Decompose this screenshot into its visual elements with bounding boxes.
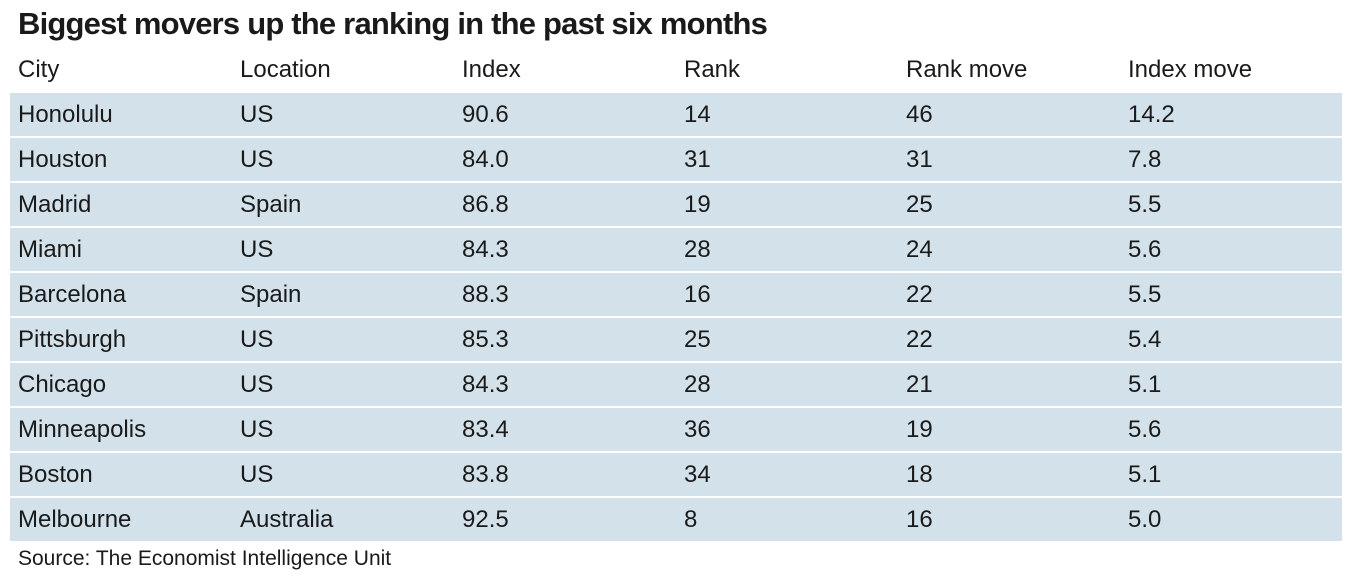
cell-index-move: 5.5 [1120,182,1342,228]
cell-index: 84.3 [454,227,676,273]
cell-rank-move: 21 [898,362,1120,408]
table-row: Minneapolis US 83.4 36 19 5.6 [10,407,1342,453]
cell-rank: 25 [676,317,898,363]
cell-index: 85.3 [454,317,676,363]
cell-city: Melbourne [10,497,232,543]
column-header-index: Index [454,46,676,93]
cell-index-move: 5.5 [1120,272,1342,318]
cell-index: 84.0 [454,137,676,183]
cell-location: US [232,227,454,273]
cell-rank: 36 [676,407,898,453]
data-table: City Location Index Rank Rank move Index… [10,46,1342,543]
table-row: Pittsburgh US 85.3 25 22 5.4 [10,317,1342,363]
cell-location: Spain [232,182,454,228]
cell-index-move: 5.6 [1120,227,1342,273]
table-row: Barcelona Spain 88.3 16 22 5.5 [10,272,1342,318]
table-body: Honolulu US 90.6 14 46 14.2 Houston US 84.0 31 31 7… [10,93,1342,543]
cell-rank: 19 [676,182,898,228]
column-header-rank-move: Rank move [898,46,1120,93]
cell-city: Madrid [10,182,232,228]
cell-location: US [232,317,454,363]
cell-city: Honolulu [10,93,232,138]
column-header-city: City [10,46,232,93]
cell-rank: 31 [676,137,898,183]
cell-location: Australia [232,497,454,543]
column-header-index-move: Index move [1120,46,1342,93]
cell-index: 90.6 [454,93,676,138]
cell-city: Barcelona [10,272,232,318]
cell-rank-move: 24 [898,227,1120,273]
chart-title: Biggest movers up the ranking in the pas… [18,6,768,41]
cell-index-move: 5.1 [1120,452,1342,498]
cell-rank: 28 [676,227,898,273]
cell-rank: 16 [676,272,898,318]
cell-rank-move: 25 [898,182,1120,228]
cell-location: US [232,137,454,183]
cell-index-move: 14.2 [1120,93,1342,138]
cell-rank-move: 22 [898,272,1120,318]
cell-rank-move: 18 [898,452,1120,498]
cell-index-move: 7.8 [1120,137,1342,183]
table-row: Honolulu US 90.6 14 46 14.2 [10,93,1342,138]
cell-location: Spain [232,272,454,318]
cell-rank-move: 16 [898,497,1120,543]
cell-index-move: 5.6 [1120,407,1342,453]
cell-location: US [232,452,454,498]
cell-index-move: 5.4 [1120,317,1342,363]
cell-index: 92.5 [454,497,676,543]
cell-city: Minneapolis [10,407,232,453]
column-header-rank: Rank [676,46,898,93]
cell-index: 88.3 [454,272,676,318]
header-row: City Location Index Rank Rank move Index… [10,46,1342,93]
cell-location: US [232,362,454,408]
table-row: Madrid Spain 86.8 19 25 5.5 [10,182,1342,228]
cell-location: US [232,407,454,453]
cell-index-move: 5.1 [1120,362,1342,408]
cell-rank-move: 22 [898,317,1120,363]
table-row: Chicago US 84.3 28 21 5.1 [10,362,1342,408]
cell-rank-move: 19 [898,407,1120,453]
cell-rank: 28 [676,362,898,408]
cell-rank: 34 [676,452,898,498]
cell-city: Miami [10,227,232,273]
cell-location: US [232,93,454,138]
cell-index: 86.8 [454,182,676,228]
source-note: Source: The Economist Intelligence Unit [18,547,392,570]
cell-rank: 8 [676,497,898,543]
cell-rank-move: 46 [898,93,1120,138]
cell-rank: 14 [676,93,898,138]
column-header-location: Location [232,46,454,93]
table-row: Miami US 84.3 28 24 5.6 [10,227,1342,273]
cell-city: Houston [10,137,232,183]
cell-rank-move: 31 [898,137,1120,183]
cell-city: Boston [10,452,232,498]
table-row: Boston US 83.8 34 18 5.1 [10,452,1342,498]
table-row: Melbourne Australia 92.5 8 16 5.0 [10,497,1342,543]
cell-city: Pittsburgh [10,317,232,363]
table-row: Houston US 84.0 31 31 7.8 [10,137,1342,183]
cell-city: Chicago [10,362,232,408]
cell-index: 83.4 [454,407,676,453]
cell-index-move: 5.0 [1120,497,1342,543]
cell-index: 83.8 [454,452,676,498]
cell-index: 84.3 [454,362,676,408]
